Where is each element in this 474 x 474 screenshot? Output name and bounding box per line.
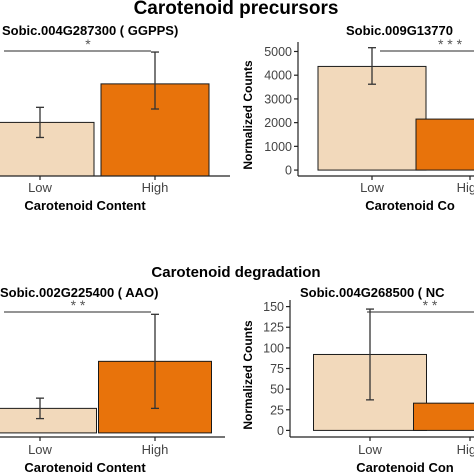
significance-label: * [85, 36, 91, 52]
panel-aao: Sobic.002G225400 ( AAO)* * Low High Caroten… [0, 285, 225, 474]
significance-label: * * [423, 297, 438, 313]
y-tick-label: 150 [263, 300, 284, 314]
x-tick-label: Low [28, 442, 52, 457]
y-tick-label: 0 [277, 424, 284, 438]
x-axis-label: Carotenoid Content [24, 460, 146, 474]
significance-label: * * * [438, 36, 463, 52]
bar-high [413, 402, 474, 431]
y-tick-label: 100 [263, 341, 284, 355]
x-axis-label: Carotenoid Co [365, 198, 455, 213]
panel-title: Sobic.004G287300 ( GGPPS) [2, 23, 178, 38]
y-tick-label: 125 [263, 321, 284, 335]
y-tick-label: 2000 [264, 116, 292, 130]
significance-label: * * [71, 297, 86, 313]
y-tick-label: 1000 [264, 140, 292, 154]
y-axis-label: Normalized Counts [241, 320, 255, 430]
panel-ggpps: Sobic.004G287300 ( GGPPS)* Low High Caroten… [0, 23, 230, 213]
panel-title: Sobic.004G268500 ( NC [300, 285, 445, 300]
x-tick-label: High [142, 442, 169, 457]
x-tick-label: High [457, 442, 474, 457]
y-tick-label: 3000 [264, 92, 292, 106]
panel-nced: Sobic.004G268500 ( NC* * Low High 0 25 50 75 10… [241, 285, 474, 474]
y-tick-label: 50 [270, 383, 284, 397]
bar-low [0, 121, 95, 177]
bar-high [415, 118, 474, 171]
x-tick-label: Low [28, 180, 52, 195]
section-title-degradation: Carotenoid degradation [151, 264, 320, 281]
panel-title: Sobic.002G225400 ( AAO) [0, 285, 158, 300]
y-axis-label: Normalized Counts [241, 60, 255, 170]
x-axis-label: Carotenoid Content [24, 198, 146, 213]
y-tick-label: 4000 [264, 69, 292, 83]
panel-title: Sobic.009G13770 [346, 23, 453, 38]
bar-low [0, 407, 97, 434]
y-tick-label: 25 [270, 403, 284, 417]
section-title-precursors: Carotenoid precursors [134, 0, 339, 19]
panel-sobic-009g137700: Sobic.009G13770* * * Low High 0 1000 2000 3000… [241, 23, 474, 213]
y-tick-label: 0 [285, 164, 292, 178]
x-tick-label: Low [360, 180, 384, 195]
x-tick-label: High [142, 180, 169, 195]
x-axis-label: Carotenoid Con [356, 460, 454, 474]
x-tick-label: Low [358, 442, 382, 457]
y-tick-label: 75 [270, 362, 284, 376]
x-tick-label: High [457, 180, 474, 195]
y-tick-label: 5000 [264, 45, 292, 59]
